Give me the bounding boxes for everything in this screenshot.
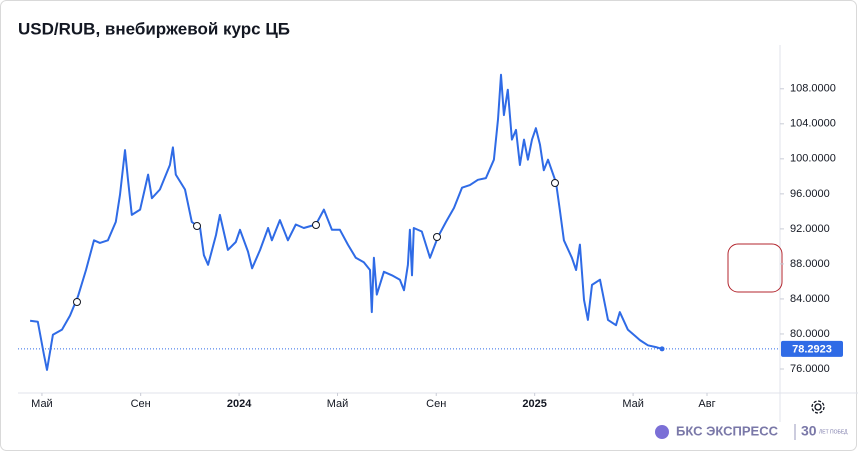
y-tick-label: 88.0000	[790, 258, 830, 270]
gear-icon[interactable]	[811, 400, 825, 414]
event-marker	[551, 179, 559, 187]
y-tick-label: 96.0000	[790, 188, 830, 200]
x-tick-label: Май	[31, 398, 53, 410]
event-marker	[73, 298, 81, 306]
annotation-box	[727, 243, 783, 293]
brand-name: БКС ЭКСПРЕСС	[676, 423, 779, 438]
y-tick-label: 104.0000	[790, 118, 836, 130]
y-tick-label: 100.0000	[790, 153, 836, 165]
event-marker	[193, 222, 201, 230]
branding: БКС ЭКСПРЕСС 30 ЛЕТ ПОБЕД	[655, 423, 848, 440]
brand-years: 30	[801, 423, 817, 439]
gear-teeth	[811, 400, 825, 414]
y-tick-label: 108.0000	[790, 83, 836, 95]
x-tick-label: Авг	[698, 398, 715, 410]
y-tick-label: 76.0000	[790, 363, 830, 375]
last-value-dot	[659, 346, 665, 352]
chart-title: USD/RUB, внебиржевой курс ЦБ	[18, 19, 290, 38]
last-value-box	[781, 340, 843, 357]
x-tick-label: 2025	[522, 398, 546, 410]
brand-logo	[655, 425, 669, 439]
x-tick-label: Май	[327, 398, 349, 410]
x-tick-label: Сен	[426, 398, 446, 410]
price-line	[29, 73, 663, 371]
x-tick-label: Сен	[131, 398, 151, 410]
brand-slogan: ЛЕТ ПОБЕД	[819, 429, 848, 435]
event-marker	[433, 233, 441, 241]
event-marker	[312, 221, 320, 229]
gear-hub	[814, 403, 822, 411]
y-tick-label: 80.0000	[790, 328, 830, 340]
last-value-label: 78.2923	[792, 343, 832, 355]
x-tick-label: Май	[622, 398, 644, 410]
y-tick-label: 92.0000	[790, 223, 830, 235]
x-tick-label: 2024	[227, 398, 252, 410]
y-tick-label: 84.0000	[790, 293, 830, 305]
